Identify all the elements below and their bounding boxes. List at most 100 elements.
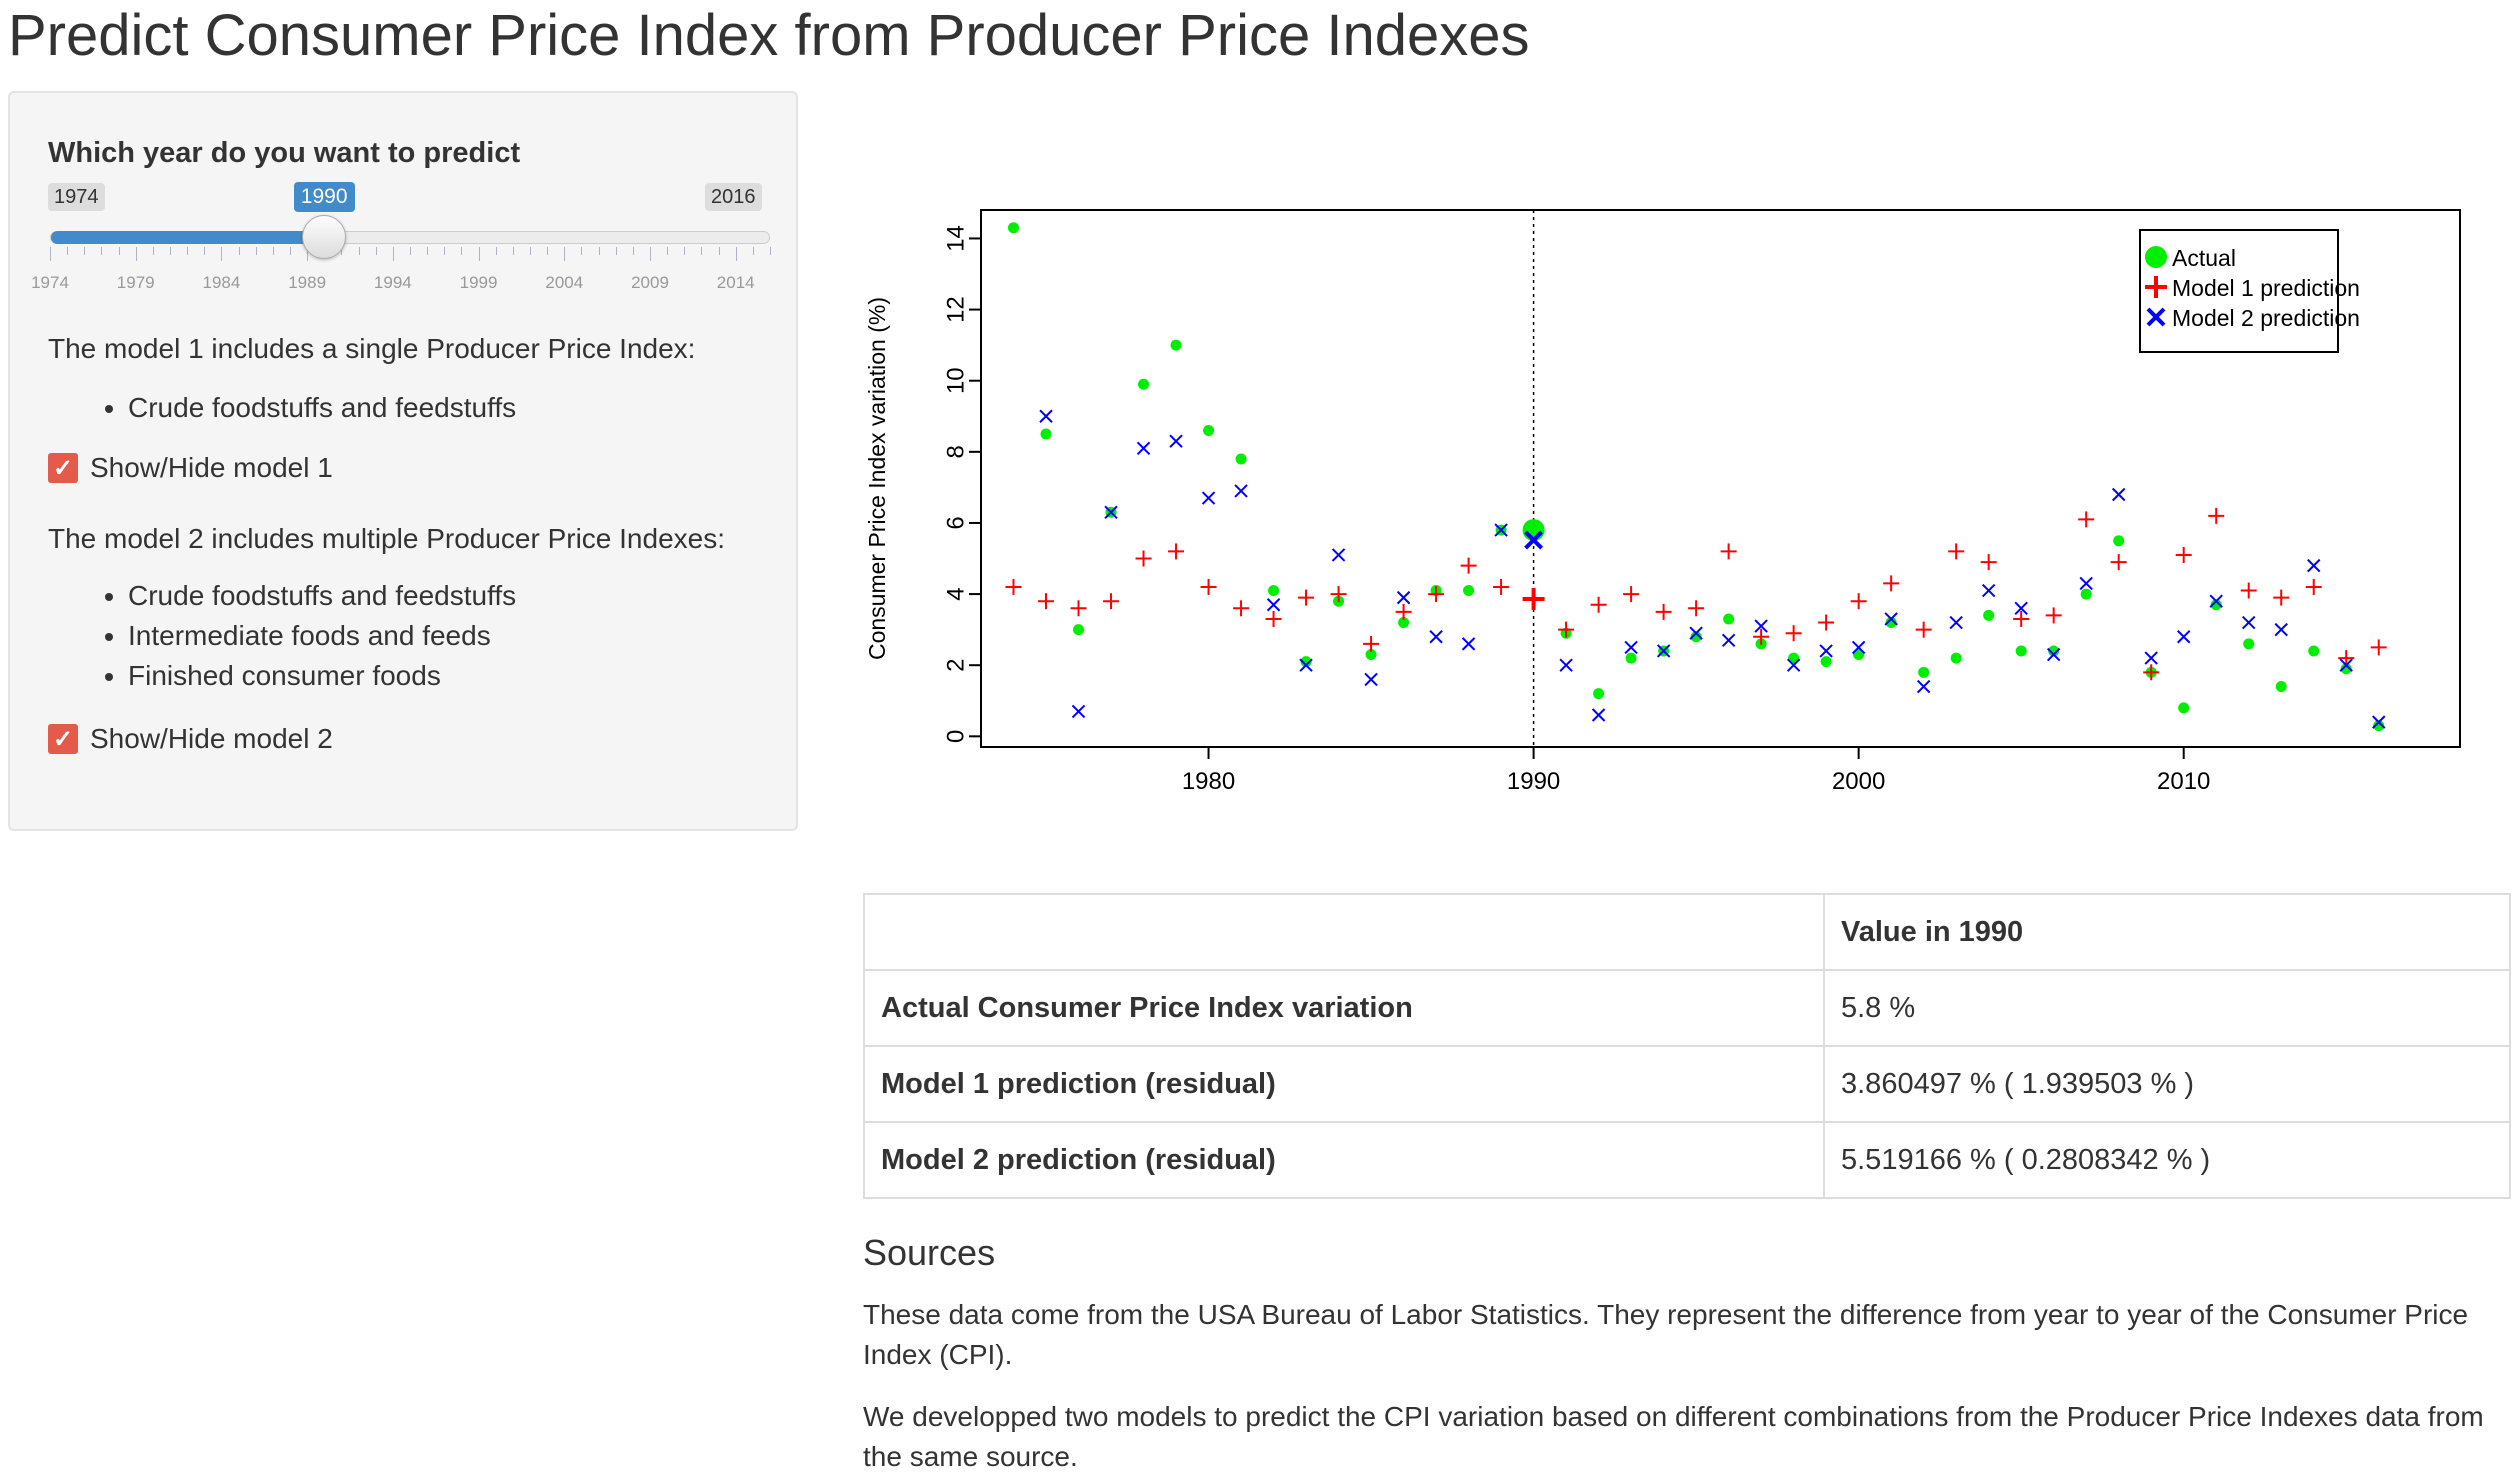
marker-dot [1983,609,1995,621]
table-cell: 5.519166 % ( 0.2808342 % ) [1823,1121,2511,1199]
legend-label: Model 1 prediction [2172,275,2360,301]
slider-tick [152,247,154,255]
model2-point [1624,640,1638,655]
slider-tick-label: 2004 [545,273,584,292]
actual-point [1365,649,1377,661]
model2-point [1656,644,1671,658]
slider-tick [221,247,223,261]
actual-point [1593,688,1605,700]
model1-point [2338,650,2355,667]
model1-point [1070,600,1087,617]
model2-point [1916,679,1931,694]
y-tick-label: 10 [942,367,969,394]
slider-tick [84,247,86,255]
slider-tick [50,247,51,261]
actual-point [1463,585,1475,597]
marker-stroke [2372,715,2386,729]
list-item: Crude foodstuffs and feedstuffs [128,576,516,616]
list-item: Crude foodstuffs and feedstuffs [128,388,516,428]
slider-max-label: 2016 [705,183,762,211]
slider-tick [204,247,206,255]
model1-point [1330,586,1347,603]
slider-tick [735,247,737,261]
table-row: Actual Consumer Price Index variation 5.… [863,969,2511,1047]
actual-point [1300,656,1312,668]
legend-box [2139,229,2339,353]
model1-point [2143,664,2160,681]
slider-tick [701,247,703,255]
marker-stroke [2111,487,2126,502]
marker-dot [1073,624,1085,636]
slider-tick [547,247,549,255]
slider-value-label: 1990 [293,182,355,212]
marker-dot [2080,588,2092,600]
year-slider-track[interactable] [50,231,770,244]
marker-dot [1918,666,1930,678]
x-tick-label: 1980 [1182,768,1235,795]
results-table: Value in 1990 Actual Consumer Price Inde… [863,893,2511,1199]
slider-tick [444,247,446,255]
marker-stroke [2014,601,2028,616]
year-slider-handle[interactable] [302,215,347,259]
slider-tick [135,247,137,261]
marker-stroke [1916,679,1931,694]
model1-point [1915,621,1932,638]
slider-tick [272,247,274,255]
model2-point [1786,658,1801,672]
model1-point [1103,593,1120,610]
actual-point [2308,645,2320,657]
marker-dot [1788,652,1800,664]
marker-stroke [1104,505,1118,519]
model2-point [1201,491,1216,505]
model2-point [2307,558,2321,573]
legend-label: Model 2 prediction [2172,305,2360,331]
model1-point [1948,543,1965,560]
marker-dot [1690,631,1702,643]
table-header-row: Value in 1990 [863,893,2511,971]
actual-point [2178,702,2190,714]
marker-stroke [1201,491,1216,505]
actual-point [1853,649,1865,661]
model1-description: The model 1 includes a single Producer P… [48,333,696,364]
marker-stroke [1591,708,1606,722]
table-row: Model 2 prediction (residual) 5.519166 %… [863,1121,2511,1199]
model1-checkbox[interactable]: ✓ [48,453,78,483]
slider-min-label: 1974 [48,183,105,211]
actual-point [1398,617,1410,629]
model1-point [2078,511,2095,528]
model1-point [1200,578,1217,595]
slider-tick [512,247,514,255]
model1-point [1363,635,1380,652]
marker-stroke [1819,644,1833,658]
model2-point [2046,647,2061,662]
table-row-label: Actual Consumer Price Index variation [863,969,1825,1047]
actual-point [1950,652,1962,664]
model2-feature-list: Crude foodstuffs and feedstuffs Intermed… [68,576,516,696]
marker-stroke [1331,548,1346,562]
model1-point [1753,628,1770,645]
model1-point [2175,546,2192,563]
marker-stroke [1656,644,1671,658]
marker-stroke [1039,409,1053,423]
slider-tick [375,247,377,255]
marker-dot [1170,339,1182,351]
marker-stroke [1071,704,1086,719]
marker-dot [1593,688,1605,700]
slider-tick-label: 2014 [716,273,755,292]
model2-point [2079,576,2093,591]
marker-stroke [2307,558,2321,573]
model1-toggle[interactable]: ✓ Show/Hide model 1 [48,452,333,484]
model1-point [1558,621,1575,638]
model1-point [1850,593,1867,610]
slider-tick [718,247,720,255]
model1-point [2145,276,2167,298]
model2-toggle[interactable]: ✓ Show/Hide model 2 [48,723,333,755]
table-header-cell [863,893,1825,971]
sources-paragraph: We developped two models to predict the … [863,1401,2484,1472]
marker-stroke [1884,612,1898,626]
marker-dot [2015,645,2027,657]
marker-dot [2340,663,2352,675]
plot-frame [980,209,2461,748]
model2-checkbox[interactable]: ✓ [48,724,78,754]
sources-paragraph: These data come from the USA Bureau of L… [863,1299,2469,1370]
